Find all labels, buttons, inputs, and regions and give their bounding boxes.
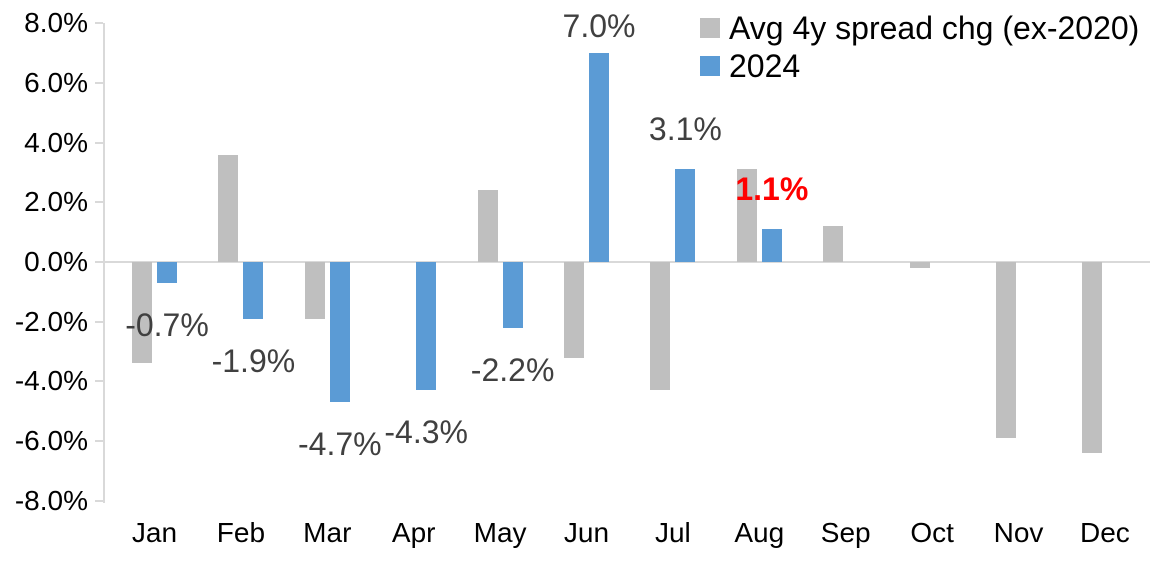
y-tick-label: -4.0% [14, 365, 88, 397]
bar-avg-feb [218, 154, 239, 262]
legend-label-2024: 2024 [729, 47, 801, 84]
y-tick-mark [95, 440, 103, 443]
bar-avg-oct [909, 262, 930, 268]
legend-item-2024: 2024 [700, 47, 1139, 85]
data-label-jul: 3.1% [648, 111, 722, 148]
bar-2024-apr [416, 262, 437, 391]
data-label-may: -2.2% [470, 351, 555, 388]
month-label-may: May [473, 517, 527, 548]
y-tick-mark [95, 380, 103, 383]
month-label-jun: Jun [563, 517, 610, 548]
legend-label-avg-4y-spread: Avg 4y spread chg (ex-2020) [729, 9, 1140, 46]
y-tick-label: -6.0% [14, 425, 88, 457]
data-label-jun: 7.0% [562, 8, 636, 44]
bar-avg-mar [304, 262, 325, 319]
bar-2024-mar [329, 262, 350, 403]
bar-2024-jul [675, 169, 696, 262]
data-label-apr: -4.3% [384, 414, 468, 451]
month-label-oct: Oct [910, 517, 954, 548]
month-label-nov: Nov [993, 517, 1044, 548]
month-label-mar: Mar [303, 517, 352, 548]
x-axis-zero-line [104, 261, 1150, 263]
data-label-feb: -1.9% [211, 342, 296, 379]
y-tick-label: -2.0% [14, 305, 88, 337]
data-label-aug: 1.1% [735, 171, 809, 208]
month-label-feb: Feb [216, 517, 266, 548]
y-tick-mark [95, 320, 103, 323]
y-tick-label: 6.0% [24, 66, 88, 98]
y-tick-label: 4.0% [24, 126, 88, 158]
legend-swatch-gray [700, 18, 720, 38]
month-label-jul: Jul [654, 517, 691, 548]
y-tick-mark [95, 201, 103, 204]
month-label-jan: Jan [131, 517, 178, 548]
y-tick-mark [95, 141, 103, 144]
month-label-sep: Sep [820, 517, 871, 548]
legend-item-avg-4y-spread: Avg 4y spread chg (ex-2020) [700, 9, 1139, 47]
bar-2024-jan [157, 262, 177, 283]
data-label-mar: -4.7% [298, 426, 382, 463]
y-tick-label: 2.0% [24, 186, 88, 218]
month-label-apr: Apr [391, 517, 436, 548]
y-tick-label: 0.0% [24, 246, 88, 277]
bar-2024-jun [589, 53, 609, 262]
bar-avg-sep [823, 226, 844, 262]
bar-avg-aug [736, 169, 757, 262]
bar-avg-jul [650, 262, 671, 391]
bar-2024-aug [761, 229, 782, 262]
month-label-dec: Dec [1079, 517, 1130, 548]
legend: Avg 4y spread chg (ex-2020) 2024 [700, 9, 1139, 85]
y-tick-mark [95, 261, 103, 263]
y-tick-mark [95, 499, 103, 502]
bar-avg-dec [1082, 262, 1103, 454]
y-tick-mark [95, 22, 103, 25]
bar-2024-may [502, 262, 523, 328]
bar-2024-feb [243, 262, 264, 319]
bar-avg-jan [132, 262, 152, 364]
y-tick-label: 8.0% [24, 7, 88, 39]
legend-swatch-blue [700, 56, 720, 76]
y-tick-mark [95, 81, 103, 84]
bar-avg-may [477, 190, 498, 262]
month-label-aug: Aug [734, 517, 785, 548]
bar-avg-jun [564, 262, 584, 358]
y-tick-label: -8.0% [14, 484, 88, 516]
bar-avg-nov [996, 262, 1016, 439]
data-label-jan: -0.7% [125, 306, 209, 343]
